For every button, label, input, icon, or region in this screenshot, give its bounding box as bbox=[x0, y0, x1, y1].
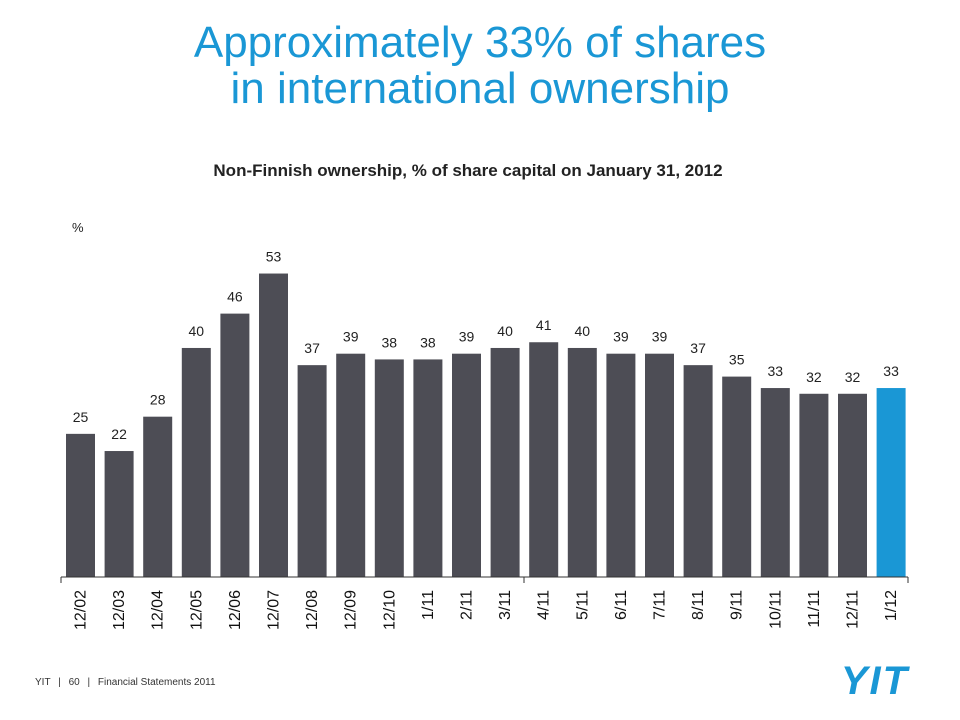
data-label: 39 bbox=[343, 329, 359, 345]
bar bbox=[722, 376, 752, 577]
title-line-2: in international ownership bbox=[230, 64, 730, 113]
x-tick-label: 9/11 bbox=[729, 590, 746, 620]
bar bbox=[220, 313, 250, 577]
data-label: 41 bbox=[536, 317, 552, 333]
x-tick-label: 6/11 bbox=[613, 590, 630, 620]
data-label: 39 bbox=[459, 329, 475, 345]
x-tick-label: 8/11 bbox=[690, 590, 707, 620]
footer: YIT | 60 | Financial Statements 2011 bbox=[35, 677, 216, 688]
bar bbox=[606, 353, 636, 577]
data-label: 40 bbox=[189, 323, 205, 339]
data-label: 39 bbox=[613, 329, 629, 345]
bar bbox=[297, 365, 327, 577]
x-tick-label: 1/12 bbox=[883, 590, 900, 621]
footer-page-number: 60 bbox=[68, 677, 80, 688]
data-label: 37 bbox=[690, 340, 706, 356]
x-tick-label: 7/11 bbox=[652, 590, 669, 620]
logo-text: YIT bbox=[841, 661, 911, 697]
data-label: 46 bbox=[227, 289, 243, 305]
bar bbox=[336, 353, 366, 577]
x-tick-label: 11/11 bbox=[806, 590, 823, 628]
bar-chart: % 25 12/02 22 12/03 28 12/04 40 12/05 46 12/06 53 12… bbox=[60, 220, 909, 630]
data-label: 33 bbox=[883, 363, 899, 379]
bar bbox=[374, 359, 404, 577]
data-label: 39 bbox=[652, 329, 668, 345]
footer-separator: | bbox=[58, 677, 61, 688]
footer-company: YIT bbox=[35, 677, 51, 688]
bar bbox=[876, 388, 906, 577]
bar bbox=[490, 347, 520, 577]
data-label: 53 bbox=[266, 249, 282, 265]
bar bbox=[529, 342, 559, 577]
x-tick-label: 3/11 bbox=[497, 590, 514, 620]
x-tick-label: 2/11 bbox=[459, 590, 476, 620]
footer-separator: | bbox=[87, 677, 91, 688]
x-tick-label: 12/11 bbox=[845, 590, 862, 629]
data-label: 38 bbox=[382, 334, 398, 350]
x-tick-label: 12/10 bbox=[381, 590, 398, 630]
data-label: 40 bbox=[497, 323, 513, 339]
x-tick-label: 5/11 bbox=[574, 590, 591, 620]
data-label: 40 bbox=[575, 323, 591, 339]
bar bbox=[799, 393, 829, 577]
bar bbox=[66, 433, 95, 577]
data-label: 25 bbox=[73, 409, 89, 425]
data-label: 38 bbox=[420, 334, 436, 350]
x-tick-label: 12/07 bbox=[266, 590, 283, 630]
data-label: 32 bbox=[806, 369, 822, 385]
footer-document: Financial Statements 2011 bbox=[97, 677, 216, 688]
x-tick-label: 12/08 bbox=[304, 590, 321, 630]
bar bbox=[760, 388, 790, 577]
data-label: 28 bbox=[150, 392, 166, 408]
x-tick-label: 12/03 bbox=[111, 590, 128, 630]
bar bbox=[683, 365, 713, 577]
bar bbox=[413, 359, 443, 577]
bar bbox=[181, 347, 211, 577]
bar bbox=[143, 416, 173, 577]
x-tick-label: 12/05 bbox=[188, 590, 205, 630]
bar bbox=[452, 353, 481, 577]
yit-logo: YIT bbox=[841, 661, 911, 697]
data-label: 33 bbox=[768, 363, 784, 379]
x-tick-label: 1/11 bbox=[420, 590, 437, 620]
data-label: 22 bbox=[111, 426, 127, 442]
bar bbox=[104, 451, 134, 577]
x-tick-label: 12/06 bbox=[227, 590, 244, 630]
chart-subtitle: Non-Finnish ownership, % of share capita… bbox=[213, 161, 723, 180]
x-tick-label: 12/04 bbox=[150, 590, 167, 630]
x-tick-label: 12/02 bbox=[73, 590, 90, 630]
x-tick-label: 12/09 bbox=[343, 590, 360, 630]
x-tick-label: 4/11 bbox=[536, 590, 553, 620]
bar bbox=[567, 347, 597, 577]
page-title: Approximately 33% of shares in internati… bbox=[0, 20, 960, 112]
bar bbox=[259, 273, 288, 577]
bar bbox=[838, 393, 867, 577]
title-line-1: Approximately 33% of shares bbox=[193, 18, 767, 67]
x-tick-label: 10/11 bbox=[767, 590, 784, 629]
data-label: 32 bbox=[845, 369, 861, 385]
bar bbox=[645, 353, 674, 577]
data-label: 35 bbox=[729, 352, 745, 368]
y-axis-label: % bbox=[72, 220, 84, 235]
data-label: 37 bbox=[304, 340, 320, 356]
